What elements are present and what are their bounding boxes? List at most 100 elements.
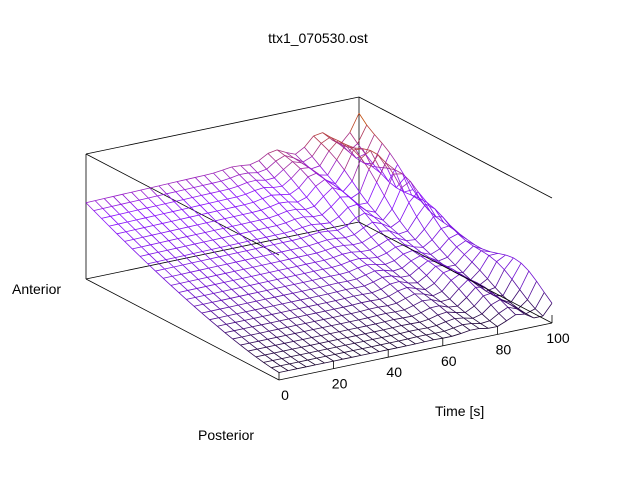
mesh-line [350, 313, 359, 321]
mesh-line [384, 319, 394, 323]
mesh-line [407, 230, 416, 240]
mesh-line [216, 272, 226, 276]
mesh-line [337, 339, 346, 346]
mesh-line [439, 305, 449, 308]
mesh-line [342, 356, 352, 360]
mesh-line [210, 193, 219, 202]
mesh-line [336, 159, 345, 171]
mesh-line [435, 265, 444, 274]
mesh-line [347, 329, 357, 336]
mesh-line [439, 248, 448, 258]
mesh-line [452, 268, 461, 275]
mesh-line [281, 185, 291, 195]
mesh-line [369, 306, 379, 310]
mesh-line [299, 352, 310, 356]
mesh-line [396, 297, 406, 304]
mesh-line [259, 219, 268, 228]
mesh-line [274, 296, 283, 305]
mesh-line [268, 279, 278, 282]
mesh-line [256, 348, 266, 356]
mesh-line [234, 206, 244, 215]
mesh-line [140, 189, 149, 199]
mesh-line [246, 248, 256, 252]
mesh-line [300, 234, 311, 239]
mesh-line [276, 225, 285, 234]
mesh-line [286, 208, 297, 212]
mesh-line [181, 209, 190, 218]
mesh-line [375, 264, 385, 271]
mesh-line [321, 277, 330, 286]
mesh-line [297, 196, 307, 203]
mesh-line [262, 316, 271, 324]
mesh-line [443, 272, 452, 281]
mesh-line [296, 263, 307, 267]
mesh-line [129, 201, 139, 211]
mesh-line [279, 320, 288, 328]
mesh-line [389, 342, 398, 349]
mesh-line [483, 292, 493, 297]
mesh-line [145, 217, 154, 226]
mesh-line [270, 322, 279, 330]
mesh-line [309, 295, 319, 299]
mesh-line [162, 223, 171, 232]
mesh-line [302, 227, 311, 236]
mesh-line [192, 253, 202, 262]
mesh-line [195, 232, 206, 235]
mesh-line [396, 302, 405, 311]
mesh-line [308, 304, 318, 307]
mesh-line [310, 286, 321, 290]
mesh-line [398, 230, 408, 235]
mesh-line [165, 257, 176, 261]
mesh-line [276, 222, 286, 226]
mesh-line [416, 336, 425, 343]
mesh-line [397, 345, 407, 349]
mesh-line [176, 245, 186, 249]
mesh-line [151, 232, 162, 236]
mesh-line [163, 213, 172, 222]
mesh-line [251, 276, 260, 284]
mesh-line [267, 281, 277, 289]
mesh-line [319, 343, 328, 350]
mesh-line [243, 268, 252, 277]
mesh-line [295, 273, 305, 276]
mesh-line [254, 255, 264, 259]
mesh-line [334, 306, 344, 310]
mesh-line [383, 269, 392, 277]
mesh-line [384, 264, 394, 272]
mesh-line [379, 295, 389, 300]
mesh-line [409, 329, 419, 332]
mesh-line [283, 292, 293, 296]
mesh-line [216, 275, 225, 283]
mesh-line [314, 196, 324, 207]
mesh-line [457, 297, 467, 307]
mesh-line [101, 215, 111, 219]
mesh-line [291, 237, 302, 241]
mesh-line [401, 323, 411, 326]
mesh-line [265, 298, 274, 307]
mesh-line [325, 249, 334, 258]
mesh-line [320, 136, 331, 144]
plot-box-back [85, 96, 553, 280]
mesh-line [423, 293, 432, 300]
mesh-line [260, 274, 269, 282]
mesh-line [217, 263, 227, 267]
mesh-line [435, 264, 445, 267]
mesh-line [340, 323, 349, 331]
mesh-line [222, 291, 231, 299]
mesh-line [197, 279, 207, 287]
mesh-line [111, 206, 120, 215]
mesh-line [417, 275, 427, 284]
mesh-line [158, 185, 167, 195]
mesh-line [362, 294, 371, 302]
mesh-line [221, 297, 231, 301]
mesh-line [172, 209, 183, 212]
mesh-line [258, 229, 267, 238]
mesh-line [506, 314, 516, 322]
mesh-line [367, 182, 378, 204]
mesh-line [216, 325, 226, 333]
mesh-line [424, 216, 434, 230]
mesh-line [411, 315, 420, 323]
mesh-line [181, 206, 192, 210]
mesh-line [306, 364, 316, 368]
mesh-line [131, 189, 141, 193]
